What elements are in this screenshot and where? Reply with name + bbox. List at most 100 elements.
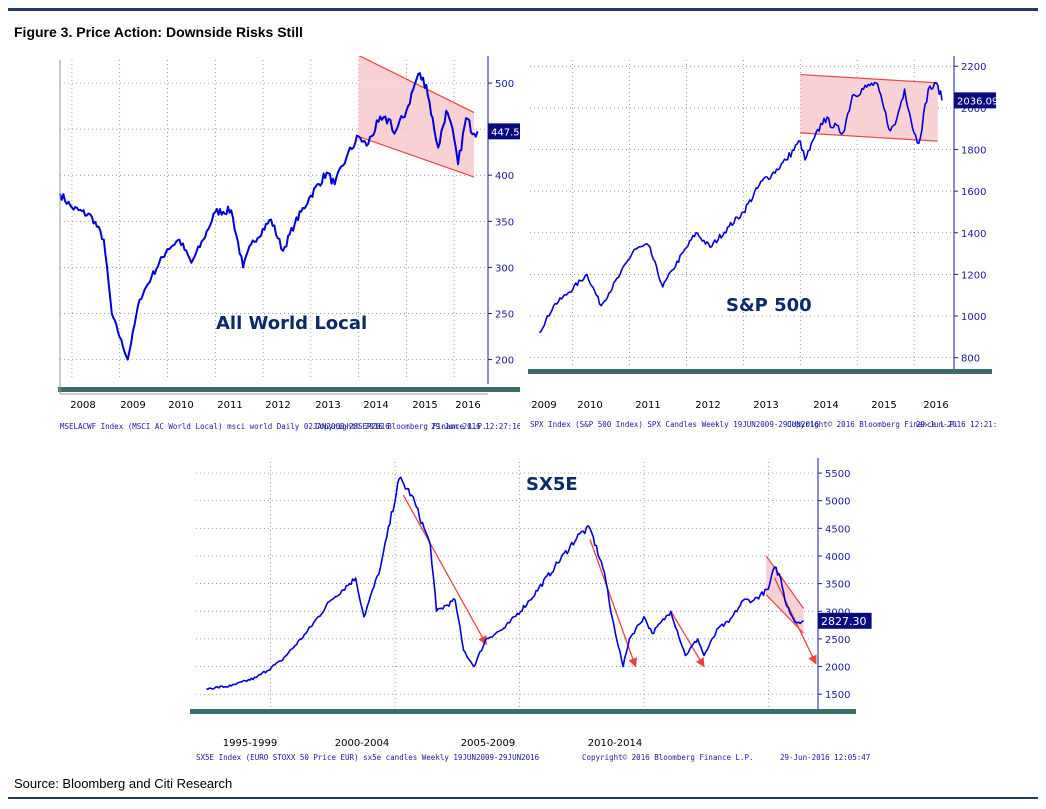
x-tick-label: 2010-2014 — [588, 738, 643, 749]
grid-lines — [196, 462, 816, 708]
x-tick-label: 1995-1999 — [223, 738, 278, 749]
x-tick-label: 2015 — [412, 400, 437, 411]
x-tick-labels: 1995-1999 2000-2004 2005-2009 2010-2014 — [223, 738, 643, 749]
last-value-label: 2036.09 — [957, 96, 996, 107]
series-line — [206, 476, 804, 690]
x-tick-label: 2012 — [265, 400, 290, 411]
y-tick-label: 5000 — [825, 497, 850, 508]
y-tick-label: 1400 — [961, 229, 986, 240]
y-tick-label: 2000 — [825, 663, 850, 674]
footer-left: SPX Index (S&P 500 Index) SPX Candles We… — [530, 420, 819, 429]
chart-title: SX5E — [526, 474, 578, 495]
axes — [190, 458, 856, 714]
y-tick-label: 200 — [495, 356, 514, 367]
y-tick-label: 1800 — [961, 146, 986, 157]
x-tick-label: 2013 — [753, 400, 778, 411]
footer-mid: Copyright© 2016 Bloomberg Finance L.P. — [315, 422, 487, 431]
series-line — [59, 72, 479, 361]
y-tick-label: 1200 — [961, 270, 986, 281]
chart-title: All World Local — [216, 313, 367, 334]
y-tick-label: 350 — [495, 217, 514, 228]
x-tick-label: 2011 — [635, 400, 660, 411]
x-tick-label: 2014 — [813, 400, 838, 411]
axes — [58, 56, 520, 395]
x-tick-label: 2005-2009 — [461, 738, 516, 749]
channel-fill — [358, 56, 475, 178]
last-value-tag: 2036.09 — [954, 92, 996, 109]
y-tick-label: 1600 — [961, 187, 986, 198]
footer-right: 29-Jun-2016 12:05:47 — [780, 753, 870, 762]
channel-lower-line — [765, 594, 804, 634]
y-tick-labels: 1500 2000 2500 3000 3500 4000 4500 5000 5500 — [818, 469, 850, 701]
x-tick-label: 2010 — [168, 400, 193, 411]
y-tick-label: 250 — [495, 309, 514, 320]
chart-title: S&P 500 — [726, 295, 812, 316]
last-value-tag: 447.593 — [488, 123, 520, 140]
channel-upper-line — [800, 73, 938, 84]
x-tick-label: 2008 — [70, 400, 95, 411]
grid-lines — [60, 60, 486, 378]
y-tick-label: 1500 — [825, 690, 850, 701]
x-tick-label: 2016 — [455, 400, 480, 411]
x-tick-label: 2012 — [695, 400, 720, 411]
trend-channel — [765, 555, 805, 634]
trend-arrow — [670, 610, 705, 668]
y-tick-label: 400 — [495, 171, 514, 182]
x-tick-label: 2009 — [531, 400, 556, 411]
footer-left: SX5E Index (EURO STOXX 50 Price EUR) sx5… — [196, 753, 540, 762]
y-tick-label: 3500 — [825, 580, 850, 591]
footer-right: 29-Jun-2016 12:27:16 — [431, 422, 520, 431]
chart-sx5e: 1500 2000 2500 3000 3500 4000 4500 5000 5500 199… — [190, 458, 872, 762]
x-tick-label: 2014 — [363, 400, 388, 411]
top-rule — [8, 8, 1038, 11]
y-tick-labels: 800 1000 1200 1400 1600 1800 2000 2200 — [954, 62, 986, 365]
footer-right: 29-Jun-2016 12:21:53 — [916, 420, 996, 429]
channel-upper-line — [358, 56, 475, 114]
figure-title: Figure 3. Price Action: Downside Risks S… — [14, 24, 303, 40]
y-tick-labels: 200250300350400450500 — [488, 79, 514, 367]
x-tick-label: 2010 — [577, 400, 602, 411]
axes — [528, 56, 992, 374]
footer-mid: Copyright© 2016 Bloomberg Finance L.P. — [582, 753, 754, 762]
x-tick-label: 2000-2004 — [335, 738, 390, 749]
y-tick-label: 2200 — [961, 62, 986, 73]
source-note: Source: Bloomberg and Citi Research — [14, 776, 233, 791]
channel-lower-line — [800, 132, 938, 142]
chart-sp500: 800 1000 1200 1400 1600 1800 2000 2200 2009 2010… — [528, 56, 996, 429]
trend-arrow — [589, 539, 638, 668]
x-axis-strip — [190, 709, 856, 714]
y-tick-label: 2000 — [961, 104, 986, 115]
series-line — [538, 81, 943, 334]
channel-upper-line — [765, 555, 805, 609]
last-value-tag: 2827.30 — [818, 612, 872, 629]
last-value-box — [488, 123, 520, 140]
channel-fill — [766, 555, 804, 634]
y-tick-label: 500 — [495, 79, 514, 90]
y-tick-label: 300 — [495, 263, 514, 274]
last-value-label: 2827.30 — [821, 615, 867, 628]
grid-lines — [530, 60, 952, 366]
x-tick-labels: 2008 2009 2010 2011 2012 2013 2014 2015 2016 — [70, 400, 480, 411]
footer-left: MSELACWF Index (MSCI AC World Local) msc… — [60, 422, 390, 431]
trend-channel — [358, 56, 475, 178]
trend-arrow — [402, 494, 487, 646]
y-tick-label: 5500 — [825, 469, 850, 480]
x-tick-label: 2009 — [120, 400, 145, 411]
x-tick-label: 2011 — [217, 400, 242, 411]
x-tick-label: 2015 — [871, 400, 896, 411]
x-tick-labels: 2009 2010 2011 2012 2013 2014 2015 2016 — [531, 400, 948, 411]
y-tick-label: 2500 — [825, 635, 850, 646]
y-tick-label: 800 — [961, 354, 980, 365]
x-axis-strip — [58, 387, 520, 392]
y-tick-label: 4500 — [825, 524, 850, 535]
x-tick-label: 2013 — [315, 400, 340, 411]
trend-arrows — [402, 494, 817, 668]
y-tick-label: 4000 — [825, 552, 850, 563]
last-value-box — [818, 612, 872, 629]
x-tick-label: 2016 — [923, 400, 948, 411]
chart-all-world-local: 200250300350400450500 200820092010201120… — [58, 56, 520, 431]
x-axis-strip — [528, 369, 992, 374]
footer-mid: Copyright© 2016 Bloomberg Finance L.P. — [787, 420, 959, 429]
y-tick-label: 1000 — [961, 312, 986, 323]
y-tick-label: 3000 — [825, 607, 850, 618]
